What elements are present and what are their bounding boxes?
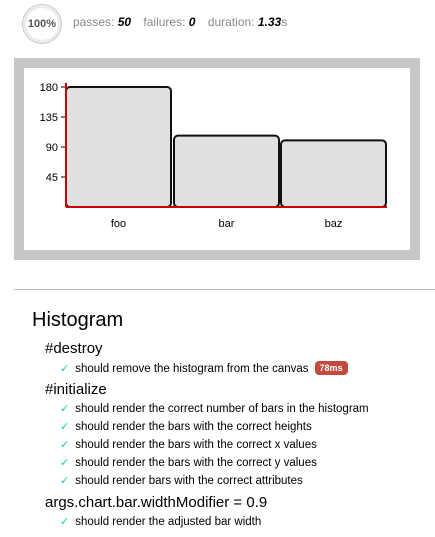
bar-bar xyxy=(173,134,280,208)
duration-stat: duration: 1.33s xyxy=(208,15,287,29)
suite-title[interactable]: Histogram xyxy=(32,309,124,331)
test-label: should render bars with the correct attr… xyxy=(75,475,303,487)
test-item[interactable]: ✓ should render the bars with the correct… xyxy=(60,456,317,469)
duration-unit: s xyxy=(281,15,288,29)
passes-count: 50 xyxy=(117,15,132,29)
bar-baz xyxy=(280,139,387,208)
y-tick-label-135: 135 xyxy=(40,112,58,124)
test-group-title[interactable]: args.chart.bar.widthModifier = 0.9 xyxy=(45,494,268,511)
check-icon: ✓ xyxy=(60,421,70,433)
failures-stat[interactable]: failures: 0 xyxy=(143,15,198,29)
chart-canvas: foo bar baz 45 90 135 180 xyxy=(24,68,410,250)
stats-bar: passes: 50 failures: 0 duration: 1.33s xyxy=(73,15,296,29)
y-tick-label-90: 90 xyxy=(46,142,58,154)
bar-foo xyxy=(65,86,172,208)
passes-label: passes: xyxy=(73,15,115,29)
duration-label: duration: xyxy=(207,15,255,29)
x-tick-label-foo: foo xyxy=(111,218,126,230)
y-tick-label-180: 180 xyxy=(40,82,58,94)
test-label: should render the bars with the correct … xyxy=(75,421,312,433)
divider xyxy=(14,289,435,290)
test-label: should remove the histogram from the can… xyxy=(75,363,309,375)
histogram-chart: foo bar baz 45 90 135 180 xyxy=(40,82,387,230)
failures-count: 0 xyxy=(188,15,196,29)
failures-label: failures: xyxy=(143,15,186,29)
passes-stat[interactable]: passes: 50 xyxy=(73,15,134,29)
check-icon: ✓ xyxy=(60,439,70,451)
y-tick-label-45: 45 xyxy=(46,172,58,184)
test-label: should render the adjusted bar width xyxy=(75,516,262,528)
progress-ring: 100% xyxy=(22,4,62,44)
test-label: should render the bars with the correct … xyxy=(75,439,317,451)
test-group-title[interactable]: #initialize xyxy=(45,381,107,398)
progress-percent: 100% xyxy=(27,18,57,30)
test-group-title[interactable]: #destroy xyxy=(45,340,103,357)
duration-value: 1.33 xyxy=(257,15,282,29)
test-item[interactable]: ✓ should render the correct number of bar… xyxy=(60,402,369,415)
check-icon: ✓ xyxy=(60,403,70,415)
chart-frame: foo bar baz 45 90 135 180 xyxy=(14,58,420,260)
check-icon: ✓ xyxy=(60,363,70,375)
test-item[interactable]: ✓ should render the adjusted bar width xyxy=(60,515,261,528)
test-item[interactable]: ✓ should render the bars with the correct… xyxy=(60,438,317,451)
test-item[interactable]: ✓ should render bars with the correct att… xyxy=(60,474,303,487)
duration-badge: 78ms xyxy=(314,361,348,375)
check-icon: ✓ xyxy=(60,516,70,528)
check-icon: ✓ xyxy=(60,457,70,469)
test-label: should render the correct number of bars… xyxy=(75,403,369,415)
test-item[interactable]: ✓ should render the bars with the correct… xyxy=(60,420,312,433)
test-label: should render the bars with the correct … xyxy=(75,457,317,469)
x-tick-label-baz: baz xyxy=(325,218,343,230)
x-tick-label-bar: bar xyxy=(219,218,235,230)
check-icon: ✓ xyxy=(60,475,70,487)
test-item[interactable]: ✓ should remove the histogram from the ca… xyxy=(60,361,348,375)
